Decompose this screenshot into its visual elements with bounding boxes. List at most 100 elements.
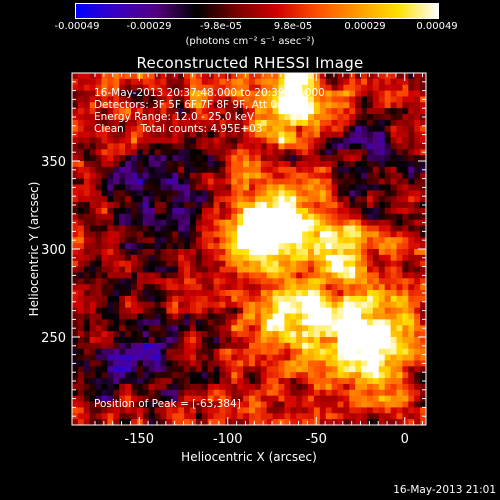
heatmap-cell — [284, 419, 291, 425]
heatmap-cell — [402, 395, 409, 403]
heatmap-cell — [384, 207, 392, 215]
heatmap-cell — [178, 149, 185, 156]
heatmap-cell — [319, 266, 327, 274]
heatmap-cell — [95, 96, 103, 103]
heatmap-cell — [107, 137, 114, 144]
heatmap-cell — [136, 78, 144, 86]
heatmap-cell — [148, 360, 156, 367]
heatmap-cell — [260, 342, 268, 350]
heatmap-cell — [225, 207, 232, 215]
heatmap-cell — [355, 213, 362, 221]
heatmap-cell — [201, 354, 209, 362]
heatmap-cell — [308, 366, 315, 373]
heatmap-cell — [83, 73, 91, 80]
heatmap-cell — [260, 166, 268, 174]
heatmap-cell — [119, 149, 126, 156]
heatmap-cell — [219, 389, 226, 397]
heatmap-cell — [266, 96, 274, 103]
heatmap-cell — [266, 325, 274, 332]
heatmap-cell — [408, 301, 415, 309]
heatmap-cell — [331, 337, 339, 344]
heatmap-cell — [243, 301, 250, 309]
heatmap-cell — [308, 119, 315, 127]
heatmap-cell — [160, 348, 167, 356]
heatmap-cell — [290, 383, 297, 391]
heatmap-cell — [343, 383, 350, 391]
heatmap-cell — [166, 225, 173, 232]
heatmap-cell — [131, 219, 138, 227]
heatmap-cell — [184, 161, 191, 168]
heatmap-cell — [107, 202, 114, 209]
heatmap-cell — [278, 166, 285, 174]
heatmap-cell — [308, 137, 315, 144]
heatmap-cell — [95, 172, 103, 180]
heatmap-cell — [390, 348, 398, 356]
heatmap-cell — [237, 119, 244, 127]
heatmap-cell — [166, 407, 173, 414]
heatmap-cell — [272, 119, 280, 127]
heatmap-cell — [249, 237, 256, 244]
heatmap-cell — [89, 284, 97, 291]
heatmap-cell — [349, 407, 356, 414]
heatmap-cell — [231, 307, 238, 315]
heatmap-cell — [390, 172, 398, 180]
heatmap-cell — [190, 331, 197, 338]
heatmap-cell — [113, 166, 120, 174]
heatmap-cell — [343, 389, 350, 397]
heatmap-cell — [313, 272, 321, 279]
heatmap-cell — [95, 73, 103, 80]
heatmap-cell — [125, 207, 132, 215]
heatmap-cell — [313, 184, 321, 191]
heatmap-cell — [337, 307, 344, 315]
heatmap-cell — [372, 237, 380, 244]
heatmap-cell — [195, 196, 203, 203]
heatmap-cell — [343, 172, 350, 180]
footer-timestamp: 16-May-2013 21:01 — [393, 484, 496, 496]
heatmap-cell — [343, 413, 350, 420]
heatmap-cell — [190, 237, 197, 244]
heatmap-cell — [343, 178, 350, 186]
heatmap-cell — [89, 73, 97, 80]
heatmap-cell — [154, 207, 162, 215]
heatmap-cell — [390, 260, 398, 268]
heatmap-cell — [225, 114, 232, 121]
heatmap-cell — [266, 143, 274, 150]
heatmap-cell — [308, 125, 315, 133]
heatmap-cell — [349, 395, 356, 403]
heatmap-cell — [101, 225, 108, 232]
heatmap-cell — [95, 119, 103, 127]
heatmap-cell — [272, 295, 280, 303]
heatmap-cell — [390, 225, 398, 232]
heatmap-cell — [372, 413, 380, 420]
heatmap-cell — [195, 266, 203, 274]
heatmap-cell — [225, 395, 232, 403]
heatmap-cell — [207, 307, 215, 315]
heatmap-cell — [166, 190, 173, 197]
heatmap-cell — [95, 366, 103, 373]
heatmap-cell — [325, 155, 333, 162]
heatmap-cell — [284, 178, 291, 186]
heatmap-cell — [231, 243, 238, 250]
heatmap-cell — [77, 149, 85, 156]
heatmap-cell — [290, 254, 297, 262]
heatmap-cell — [83, 161, 91, 168]
heatmap-cell — [408, 155, 415, 162]
heatmap-cell — [207, 196, 215, 203]
x-tick-label: -50 — [306, 432, 327, 447]
heatmap-cell — [284, 225, 291, 232]
heatmap-cell — [290, 190, 297, 197]
heatmap-cell — [272, 348, 280, 356]
heatmap-cell — [420, 348, 426, 356]
heatmap-cell — [296, 284, 303, 291]
heatmap-cell — [195, 125, 203, 133]
heatmap-cell — [284, 301, 291, 309]
heatmap-cell — [142, 137, 150, 144]
heatmap-cell — [343, 102, 350, 109]
heatmap-cell — [160, 342, 167, 350]
heatmap-cell — [290, 231, 297, 238]
heatmap-cell — [160, 325, 167, 332]
heatmap-cell — [213, 114, 221, 121]
heatmap-cell — [142, 419, 150, 425]
heatmap-cell — [225, 272, 232, 279]
heatmap-cell — [119, 137, 126, 144]
